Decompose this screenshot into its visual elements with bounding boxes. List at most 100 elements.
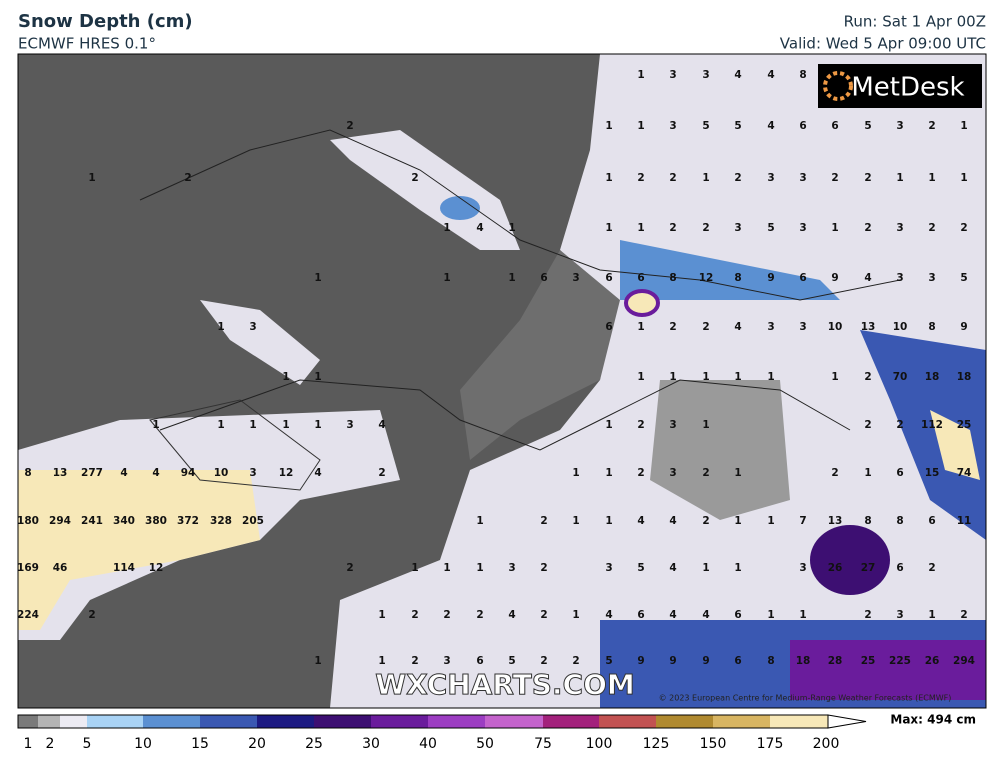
- logo-icon: [823, 71, 853, 101]
- map-value: 1: [443, 562, 450, 574]
- map-value: 26: [925, 655, 940, 667]
- map-value: 1: [734, 467, 741, 479]
- map-value: 1: [572, 467, 579, 479]
- map-value: 2: [864, 609, 871, 621]
- valid-time: Valid: Wed 5 Apr 09:00 UTC: [780, 35, 986, 53]
- map-value: 2: [637, 172, 644, 184]
- map-value: 4: [669, 609, 676, 621]
- map-value: 4: [767, 120, 774, 132]
- map-value: 5: [767, 222, 774, 234]
- legend-tick-label: 50: [476, 736, 494, 752]
- legend-tick-label: 125: [643, 736, 670, 752]
- map-value: 8: [734, 272, 741, 284]
- map-value: 3: [799, 562, 806, 574]
- map-value: 10: [828, 321, 843, 333]
- map-value: 114: [113, 562, 135, 574]
- legend-swatch: [371, 715, 428, 728]
- map-value: 1: [831, 371, 838, 383]
- map-value: 12: [279, 467, 294, 479]
- map-value: 2: [184, 172, 191, 184]
- map-value: 2: [637, 419, 644, 431]
- map-value: 1: [605, 120, 612, 132]
- map-value: 277: [81, 467, 103, 479]
- map-value: 8: [669, 272, 676, 284]
- map-value: 1: [605, 467, 612, 479]
- map-value: 2: [669, 222, 676, 234]
- map-value: 1: [734, 562, 741, 574]
- map-value: 2: [734, 172, 741, 184]
- map-value: 5: [734, 120, 741, 132]
- map-value: 4: [669, 515, 676, 527]
- legend-tick-label: 100: [586, 736, 613, 752]
- legend-swatch: [60, 715, 87, 728]
- map-value: 241: [81, 515, 103, 527]
- map-value: 1: [378, 609, 385, 621]
- map-value: 6: [605, 272, 612, 284]
- legend-swatch: [770, 715, 828, 728]
- map-value: 2: [378, 467, 385, 479]
- legend-swatch: [543, 715, 599, 728]
- map-value: 18: [925, 371, 940, 383]
- map-value: 2: [702, 467, 709, 479]
- map-value: 1: [443, 272, 450, 284]
- map-value: 10: [214, 467, 229, 479]
- map-value: 2: [702, 321, 709, 333]
- map-value: 6: [734, 655, 741, 667]
- map-labels: 1 3 3 4 4 82 1 1 3 5 5 4 6 6 5 3 2 11 2 2 1 2 2 1 2 3 3 2 2 1 1 11 4 1 1 1 2…: [17, 69, 975, 667]
- map-value: 2: [540, 515, 547, 527]
- map-value: 2: [702, 222, 709, 234]
- map-value: 1: [572, 609, 579, 621]
- map-value: 1: [88, 172, 95, 184]
- map-value: 6: [928, 515, 935, 527]
- map-value: 2: [831, 467, 838, 479]
- run-time: Run: Sat 1 Apr 00Z: [844, 13, 986, 31]
- map-value: 3: [799, 172, 806, 184]
- map-value: 8: [928, 321, 935, 333]
- map-value: 2: [411, 172, 418, 184]
- map-value: 224: [17, 609, 39, 621]
- legend-swatch: [87, 715, 143, 728]
- legend-swatch: [200, 715, 257, 728]
- map-value: 5: [605, 655, 612, 667]
- map-value: 4: [669, 562, 676, 574]
- map-value: 6: [476, 655, 483, 667]
- map-value: 1: [734, 515, 741, 527]
- map-value: 225: [889, 655, 911, 667]
- map-value: 6: [896, 562, 903, 574]
- map-value: 2: [443, 609, 450, 621]
- map-value: 6: [734, 609, 741, 621]
- map-value: 6: [605, 321, 612, 333]
- map-value: 6: [540, 272, 547, 284]
- map-value: 2: [669, 321, 676, 333]
- map-value: 1: [637, 321, 644, 333]
- map-value: 3: [928, 272, 935, 284]
- map-value: 6: [896, 467, 903, 479]
- map-value: 340: [113, 515, 135, 527]
- title: Snow Depth (cm): [18, 11, 193, 32]
- map-value: 205: [242, 515, 264, 527]
- legend-tick-label: 200: [813, 736, 840, 752]
- map-value: 1: [605, 515, 612, 527]
- map-value: 2: [540, 609, 547, 621]
- map-value: 9: [702, 655, 709, 667]
- map-value: 4: [120, 467, 127, 479]
- map-value: 6: [637, 609, 644, 621]
- map-value: 12: [699, 272, 714, 284]
- map-value: 4: [314, 467, 321, 479]
- map-value: 372: [177, 515, 199, 527]
- map-value: 3: [669, 120, 676, 132]
- map-value: 328: [210, 515, 232, 527]
- map-value: 1: [605, 419, 612, 431]
- legend-swatch: [257, 715, 314, 728]
- map-value: 5: [702, 120, 709, 132]
- legend: 1 2 5 10 15 20 25 30 40 50 75 100 125 150 175 200: [17, 714, 867, 752]
- map-value: 5: [864, 120, 871, 132]
- map-value: 294: [49, 515, 71, 527]
- map-value: 8: [24, 467, 31, 479]
- map-value: 9: [960, 321, 967, 333]
- map-value: 1: [605, 222, 612, 234]
- map-value: 25: [957, 419, 972, 431]
- map-value: 3: [799, 321, 806, 333]
- map-value: 2: [540, 562, 547, 574]
